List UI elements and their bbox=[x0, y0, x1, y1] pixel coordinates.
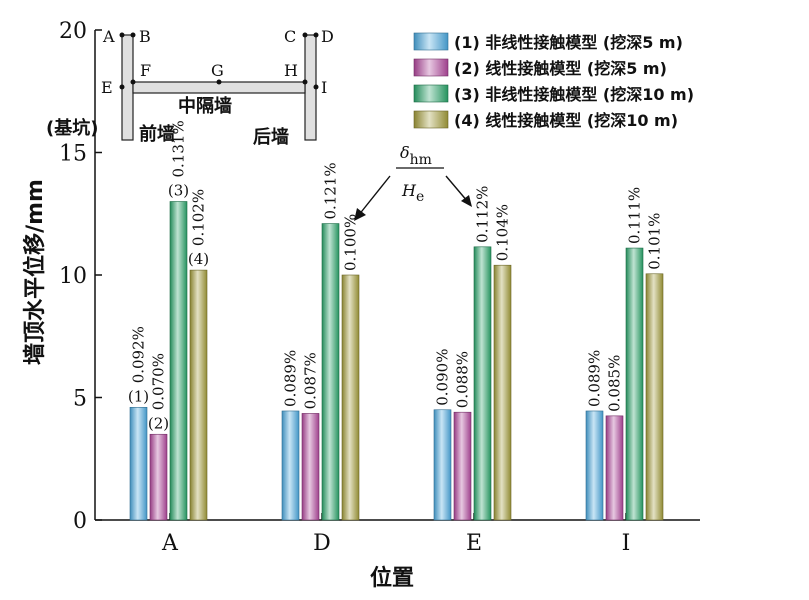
x-tick-label: I bbox=[622, 531, 631, 556]
arrow-left bbox=[357, 175, 391, 217]
legend-swatch bbox=[413, 58, 449, 77]
series-label: (1) bbox=[128, 387, 149, 405]
pct-label: 0.070% bbox=[150, 353, 168, 410]
middle-wall-label: 中隔墙 bbox=[178, 95, 232, 117]
arrow-right bbox=[445, 175, 469, 203]
pit-label: (基坑) bbox=[46, 117, 98, 139]
bar-E-1 bbox=[433, 409, 452, 521]
bar-D-3 bbox=[321, 223, 340, 521]
x-tick-label: D bbox=[313, 531, 331, 556]
bar-I-4 bbox=[645, 273, 664, 521]
pct-label: 0.111% bbox=[626, 187, 644, 244]
pct-label: 0.112% bbox=[474, 186, 492, 243]
bar-D-4 bbox=[341, 274, 360, 521]
pct-label: 0.100% bbox=[342, 214, 360, 271]
legend-label: (4) 线性接触模型 (挖深10 m) bbox=[454, 111, 678, 130]
pct-label: 0.131% bbox=[170, 120, 188, 177]
legend-label: (3) 非线性接触模型 (挖深10 m) bbox=[454, 85, 694, 104]
y-tick-label: 5 bbox=[73, 387, 87, 412]
series-label: (3) bbox=[168, 182, 189, 200]
legend-swatch bbox=[413, 32, 449, 51]
y-tick-label: 10 bbox=[59, 264, 87, 289]
point-label-h: H bbox=[284, 61, 298, 80]
pct-label: 0.090% bbox=[434, 349, 452, 406]
y-axis: 0 5 10 15 20 bbox=[59, 19, 102, 534]
legend-label: (2) 线性接触模型 (挖深5 m) bbox=[454, 59, 667, 78]
y-tick-label: 0 bbox=[73, 509, 87, 534]
back-wall-label: 后墙 bbox=[253, 126, 289, 148]
point-label-c: C bbox=[284, 27, 296, 46]
front-wall-label: 前墙 bbox=[139, 123, 175, 145]
series-label: (4) bbox=[188, 250, 209, 268]
pct-label: 0.085% bbox=[606, 355, 624, 412]
point-label-e: E bbox=[101, 78, 113, 97]
bar-I-3 bbox=[625, 247, 644, 521]
series-label: (2) bbox=[148, 414, 169, 432]
legend-swatch bbox=[413, 110, 449, 129]
point-label-f: F bbox=[140, 61, 151, 80]
legend-label: (1) 非线性接触模型 (挖深5 m) bbox=[454, 33, 683, 52]
x-tick-label: A bbox=[161, 531, 179, 556]
point-label-d: D bbox=[321, 27, 334, 46]
x-axis-title: 位置 bbox=[370, 565, 414, 591]
y-tick-label: 15 bbox=[59, 142, 87, 167]
x-tick-label: E bbox=[466, 531, 482, 556]
ratio-numerator-sub: hm bbox=[410, 152, 432, 168]
point-label-g: G bbox=[211, 61, 224, 80]
pct-label: 0.089% bbox=[586, 350, 604, 407]
pct-label: 0.101% bbox=[646, 213, 664, 270]
ratio-denominator-sub: e bbox=[416, 189, 424, 205]
pct-label: 0.121% bbox=[322, 162, 340, 219]
ratio-numerator: δhm bbox=[400, 143, 432, 168]
bar-E-2 bbox=[453, 411, 472, 521]
bar-A-1 bbox=[129, 406, 148, 521]
bar-I-1 bbox=[585, 410, 604, 521]
point-label-b: B bbox=[139, 27, 151, 46]
y-axis-title: 墙顶水平位移/mm bbox=[22, 179, 48, 365]
bar-series-group bbox=[129, 201, 664, 521]
series-number-labels: (1) (2) (3) (4) bbox=[128, 182, 209, 433]
bar-A-4 bbox=[189, 269, 208, 521]
y-tick-label: 20 bbox=[59, 19, 87, 44]
legend: (1) 非线性接触模型 (挖深5 m) (2) 线性接触模型 (挖深5 m) (3)… bbox=[413, 32, 694, 130]
pct-label: 0.092% bbox=[130, 326, 148, 383]
bar-A-2 bbox=[149, 433, 168, 521]
pct-label: 0.088% bbox=[454, 351, 472, 408]
ratio-denominator: He bbox=[401, 181, 424, 205]
bar-A-3 bbox=[169, 201, 188, 521]
pct-label: 0.102% bbox=[190, 189, 208, 246]
point-label-a: A bbox=[102, 27, 115, 46]
pct-label: 0.089% bbox=[282, 350, 300, 407]
pct-label: 0.104% bbox=[494, 204, 512, 261]
bar-E-3 bbox=[473, 246, 492, 521]
point-label-i: I bbox=[321, 78, 327, 97]
bar-D-1 bbox=[281, 410, 300, 521]
legend-swatch bbox=[413, 84, 449, 103]
bar-D-2 bbox=[301, 413, 320, 521]
ratio-annotation: δhm He bbox=[354, 143, 472, 221]
bar-I-2 bbox=[605, 415, 624, 521]
wall-diagram: A B C D E F G H I 中隔墙 (基坑) 前墙 后墙 bbox=[46, 27, 334, 148]
pct-label: 0.087% bbox=[302, 352, 320, 409]
bar-E-4 bbox=[493, 264, 512, 521]
percentage-labels: 0.092% 0.070%0.131%0.102%0.089% 0.087%0.12… bbox=[130, 120, 664, 412]
